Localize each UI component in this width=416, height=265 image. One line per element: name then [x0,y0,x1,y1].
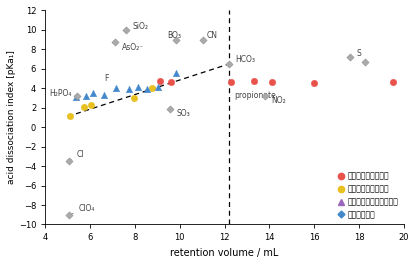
Text: BO₃: BO₃ [167,31,181,40]
Text: propionate: propionate [235,91,276,100]
Point [135,85,141,89]
Point [228,80,235,84]
Legend: ：一価脂肪族有機酸, ：二価脂肪族有機酸, ：極性基を有する有機酸, ：無機イオン: ：一価脂肪族有機酸, ：二価脂肪族有機酸, ：極性基を有する有機酸, ：無機イオ… [335,170,400,221]
Point [156,79,163,83]
Point [173,38,180,42]
Point [226,62,233,66]
Point [131,96,137,100]
Point [112,86,119,90]
Point [268,80,275,85]
Text: SO₃: SO₃ [170,109,190,118]
Text: S: S [350,49,362,58]
Point [347,55,353,59]
Point [155,85,162,89]
Y-axis label: acid dissociation index [pKa₁]: acid dissociation index [pKa₁] [7,51,16,184]
X-axis label: retention volume / mL: retention volume / mL [170,248,279,258]
Text: AsO₂⁻: AsO₂⁻ [115,42,144,52]
Point [73,94,80,98]
Point [81,105,88,109]
Text: HCO₃: HCO₃ [229,55,256,64]
Point [82,94,89,98]
Point [111,39,118,44]
Text: H₂PO₄: H₂PO₄ [50,89,77,98]
Point [126,87,133,91]
Point [250,79,257,83]
Text: Cl: Cl [71,150,84,160]
Text: ClO₄: ClO₄ [72,204,95,214]
Text: SiO₂: SiO₂ [126,21,149,30]
Point [262,94,268,98]
Point [167,80,174,85]
Point [173,70,180,75]
Point [361,59,368,64]
Point [149,86,155,90]
Point [389,80,396,85]
Text: F: F [105,74,109,83]
Point [123,28,129,32]
Text: NO₂: NO₂ [265,96,286,105]
Point [88,103,94,107]
Point [67,113,73,118]
Point [72,95,79,99]
Point [100,93,107,97]
Point [144,87,151,91]
Point [200,38,207,42]
Point [90,91,97,95]
Point [65,213,72,217]
Point [65,159,72,163]
Point [166,107,173,111]
Point [311,81,317,85]
Text: CN: CN [203,31,218,40]
